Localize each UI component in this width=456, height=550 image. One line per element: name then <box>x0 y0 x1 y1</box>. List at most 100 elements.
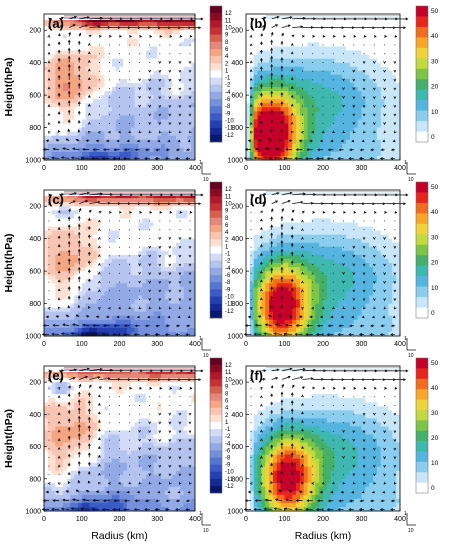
field-cell <box>376 127 382 133</box>
field-cell <box>77 155 83 161</box>
field-cell <box>123 107 128 112</box>
field-cell <box>361 46 366 51</box>
field-cell <box>284 74 289 80</box>
field-cell <box>130 103 135 108</box>
field-cell <box>191 74 196 80</box>
field-cell <box>265 26 270 31</box>
field-cell <box>334 46 339 51</box>
field-cell <box>66 115 71 120</box>
field-cell <box>187 66 192 72</box>
field-cell <box>191 54 196 60</box>
field-cell <box>62 46 68 51</box>
field-cell <box>176 95 181 100</box>
field-cell <box>93 30 98 35</box>
field-cell <box>384 62 389 68</box>
field-cell <box>77 311 83 317</box>
field-cell <box>142 331 147 337</box>
vector-arrowhead <box>322 34 326 38</box>
field-cell <box>104 267 109 272</box>
field-cell <box>330 131 335 137</box>
field-cell <box>51 78 56 84</box>
field-cell <box>74 42 79 47</box>
field-cell <box>172 42 177 47</box>
field-cell <box>349 95 355 100</box>
field-cell <box>62 263 68 268</box>
field-cell <box>145 218 151 223</box>
field-cell <box>157 78 162 84</box>
field-cell <box>62 131 68 137</box>
field-cell <box>357 127 362 133</box>
field-cell <box>51 139 56 145</box>
field-cell <box>153 151 158 157</box>
field-cell <box>284 107 289 112</box>
vector-arrowhead <box>338 148 342 152</box>
field-cell <box>253 151 258 157</box>
field-cell <box>55 42 60 47</box>
vector-arrowhead <box>270 99 274 103</box>
field-cell <box>319 123 324 128</box>
field-cell <box>187 38 192 43</box>
vector-arrowhead <box>178 69 182 73</box>
colorbar-swatch <box>416 37 428 49</box>
vector-dot <box>312 79 314 81</box>
field-cell <box>130 95 135 100</box>
field-cell <box>384 131 389 137</box>
field-cell <box>303 95 308 100</box>
field-cell <box>47 311 52 317</box>
field-cell <box>365 155 370 161</box>
field-cell <box>284 22 289 27</box>
field-cell <box>346 107 351 112</box>
field-cell <box>104 87 109 92</box>
field-cell <box>183 123 188 128</box>
field-cell <box>66 271 71 276</box>
field-cell <box>81 131 86 137</box>
field-cell <box>104 214 109 219</box>
field-cell <box>311 107 316 112</box>
field-cell <box>104 319 109 325</box>
field-cell <box>365 147 370 153</box>
field-cell <box>299 74 305 80</box>
field-cell <box>253 58 258 64</box>
vector-arrowhead <box>393 78 397 82</box>
field-cell <box>257 127 262 133</box>
field-cell <box>111 70 117 76</box>
field-cell <box>142 226 147 231</box>
field-cell <box>55 18 60 23</box>
field-cell <box>319 46 324 51</box>
field-cell <box>142 82 147 88</box>
field-cell <box>81 135 86 141</box>
field-cell <box>257 42 262 47</box>
field-cell <box>388 54 393 60</box>
field-cell <box>81 242 86 248</box>
field-cell <box>176 82 181 88</box>
vector-arrow <box>62 147 70 151</box>
field-cell <box>108 287 113 292</box>
field-cell <box>272 99 278 104</box>
field-cell <box>44 135 49 141</box>
field-cell <box>249 147 255 153</box>
field-cell <box>261 139 266 145</box>
field-cell <box>70 323 75 329</box>
vector-arrowhead <box>260 33 263 37</box>
field-cell <box>70 103 75 108</box>
field-cell <box>47 303 52 309</box>
field-cell <box>272 46 278 51</box>
field-cell <box>115 242 120 248</box>
field-cell <box>74 74 79 80</box>
field-cell <box>373 99 378 104</box>
field-cell <box>257 22 262 27</box>
field-cell <box>115 82 120 88</box>
field-cell <box>149 66 154 72</box>
field-cell <box>246 95 251 100</box>
field-cell <box>349 103 355 108</box>
field-cell <box>161 82 166 88</box>
field-cell <box>334 26 339 31</box>
field-cell <box>127 263 132 268</box>
field-cell <box>342 91 347 96</box>
field-cell <box>47 214 52 219</box>
vector-arrowhead <box>95 139 99 143</box>
field-cell <box>77 66 83 72</box>
vector-dot <box>343 44 344 46</box>
field-cell <box>138 222 143 227</box>
field-cell <box>176 62 181 68</box>
